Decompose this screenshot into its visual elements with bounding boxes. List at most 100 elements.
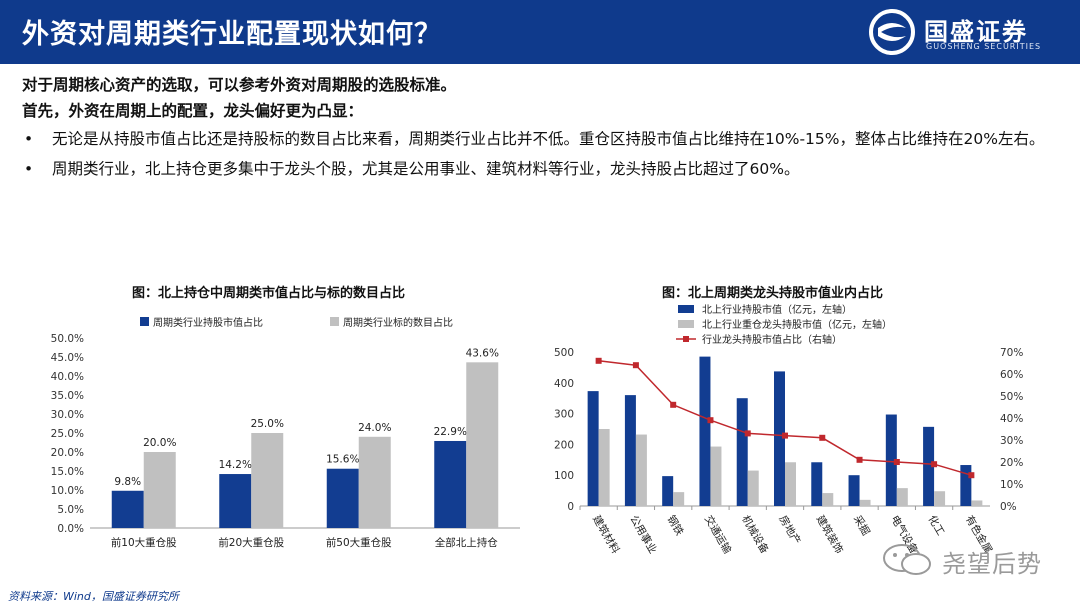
chart2-bar [822,493,834,506]
chart1-ytick-label: 45.0% [51,352,84,364]
chart1-svg: 0.0% 5.0% 10.0% 15.0% 20.0% 25.0% 30.0% 35.0% 40… [51,316,520,549]
chart2-category-label: 房地产 [776,513,803,547]
chart2-legend-label: 北上行业持股市值（亿元，左轴） [702,303,852,316]
chart2-bar [896,488,908,506]
chart2-ytick-left: 0 [567,501,574,513]
chart2-line-marker [707,417,714,424]
chart2-line-marker [931,461,938,468]
chart1-category-label: 前10大重仓股 [111,536,177,549]
wechat-icon [883,544,931,575]
chart1-data-label: 22.9% [434,426,467,438]
bullet-list: • 无论是从持股市值占比还是持股标的数目占比来看，周期类行业占比并不低。重仓区持股… [22,126,1062,182]
chart2-line-marker [670,401,677,408]
chart1-category-label: 全部北上持仓 [435,536,498,549]
chart2-bar [710,446,722,506]
chart1-bar [326,468,359,528]
chart2-ytick-right: 50% [1000,391,1023,403]
chart2-bar [923,426,935,506]
chart2-ytick-right: 60% [1000,369,1023,381]
chart1-data-label: 24.0% [358,422,391,434]
chart1-data-label: 14.2% [219,459,252,471]
chart1-bar [434,440,467,528]
chart1-ytick-label: 0.0% [57,523,84,535]
chart1-legend-label: 周期类行业持股市值占比 [153,316,263,329]
bullet-item: • 无论是从持股市值占比还是持股标的数目占比来看，周期类行业占比并不低。重仓区持股… [22,126,1062,152]
chart1-ytick-label: 15.0% [51,466,84,478]
chart2-legend-marker [683,336,689,342]
chart2-bar [848,475,860,506]
chart2-category-label: 钢铁 [665,513,687,538]
chart1-data-label: 15.6% [326,454,359,466]
title-bar: 外资对周期类行业配置现状如何？ 国盛证券 GUOSHENG SECURITIES [0,0,1080,64]
chart1-bar [358,436,391,528]
intro-line-1: 对于周期核心资产的选取，可以参考外资对周期股的选股标准。 [22,76,457,94]
chart2-line-marker [893,459,900,465]
bullet-text: 无论是从持股市值占比还是持股标的数目占比来看，周期类行业占比并不低。重仓区持股市… [52,130,1045,148]
chart1-ytick-label: 35.0% [51,390,84,402]
chart2-bar [736,398,748,506]
chart2-bar [747,470,759,506]
chart2-line-marker [856,456,863,463]
chart2-ytick-right: 10% [1000,479,1023,491]
chart2-bar [598,429,610,506]
watermark: 尧望后势 [880,540,1070,580]
chart1-ytick-label: 10.0% [51,485,84,497]
bullet-item: • 周期类行业，北上持仓更多集中于龙头个股，尤其是公用事业、建筑材料等行业，龙头持… [22,156,1062,182]
chart1-bar [466,362,499,528]
chart2-bar [934,491,946,506]
chart2-ytick-right: 20% [1000,457,1023,469]
chart2-bar [885,414,897,506]
chart2-ytick-right: 40% [1000,413,1023,425]
chart1-category-label: 前50大重仓股 [326,536,392,549]
chart2-ytick-right: 70% [1000,347,1023,359]
chart1-legend-label: 周期类行业标的数目占比 [343,316,453,329]
chart2-legend-swatch [678,320,694,328]
chart2-category-label: 建筑材料 [590,513,623,556]
chart2-ytick-left: 200 [554,439,574,451]
logo-mark-icon [869,9,915,55]
chart2-bar [960,465,972,506]
chart2-category-label: 机械设备 [739,513,772,556]
logo-text: 国盛证券 [924,18,1028,46]
chart1-legend-swatch [330,317,339,326]
chart1-bar [251,433,284,528]
chart2-category-label: 采掘 [851,513,873,538]
chart2-category-label: 交通运输 [702,513,735,556]
chart2-ytick-right: 30% [1000,435,1023,447]
chart2-ytick-right: 0% [1000,501,1017,513]
chart1-bar [111,490,144,528]
chart2-category-label: 公用事业 [627,513,659,556]
chart2-line-marker [968,472,975,479]
logo-text-en: GUOSHENG SECURITIES [926,42,1042,51]
chart1-data-label: 43.6% [466,347,499,359]
source-note: 资料来源：Wind，国盛证券研究所 [8,590,179,603]
bullet-text: 周期类行业，北上持仓更多集中于龙头个股，尤其是公用事业、建筑材料等行业，龙头持股… [52,160,800,178]
chart2-bar [587,391,599,506]
chart2-bar [859,499,871,506]
chart1-legend-swatch [140,317,149,326]
chart2-category-label: 建筑装饰 [814,513,846,556]
chart2-bar [811,462,823,506]
chart2-legend-label: 行业龙头持股市值占比（右轴） [702,333,842,346]
chart2-line-marker [632,362,639,369]
chart1-data-label: 20.0% [143,437,176,449]
slide-title: 外资对周期类行业配置现状如何？ [22,19,442,50]
chart1-ytick-label: 30.0% [51,409,84,421]
bullet-dot-icon: • [24,130,34,148]
chart1-bar [143,452,176,528]
chart1-ytick-label: 5.0% [57,504,84,516]
chart2-bar [673,492,685,506]
chart1-data-label: 25.0% [251,418,284,430]
chart1-ytick-label: 25.0% [51,428,84,440]
watermark-text: 尧望后势 [942,550,1042,578]
chart2-svg: 0 100 200 300 400 500 0% 10% 20% 30% 40% 50% 60% 70% 建… [554,303,1023,556]
chart2-line-marker [782,432,788,439]
chart2-bar [699,356,711,506]
chart2-line-marker [819,434,826,441]
chart2-legend-label: 北上行业重仓龙头持股市值（亿元，左轴） [702,318,892,331]
company-logo: 国盛证券 GUOSHENG SECURITIES [868,8,1068,58]
chart2-line-marker [744,430,751,437]
chart2-bar [662,476,674,506]
chart2-ytick-left: 100 [554,470,574,482]
chart1-ytick-label: 20.0% [51,447,84,459]
